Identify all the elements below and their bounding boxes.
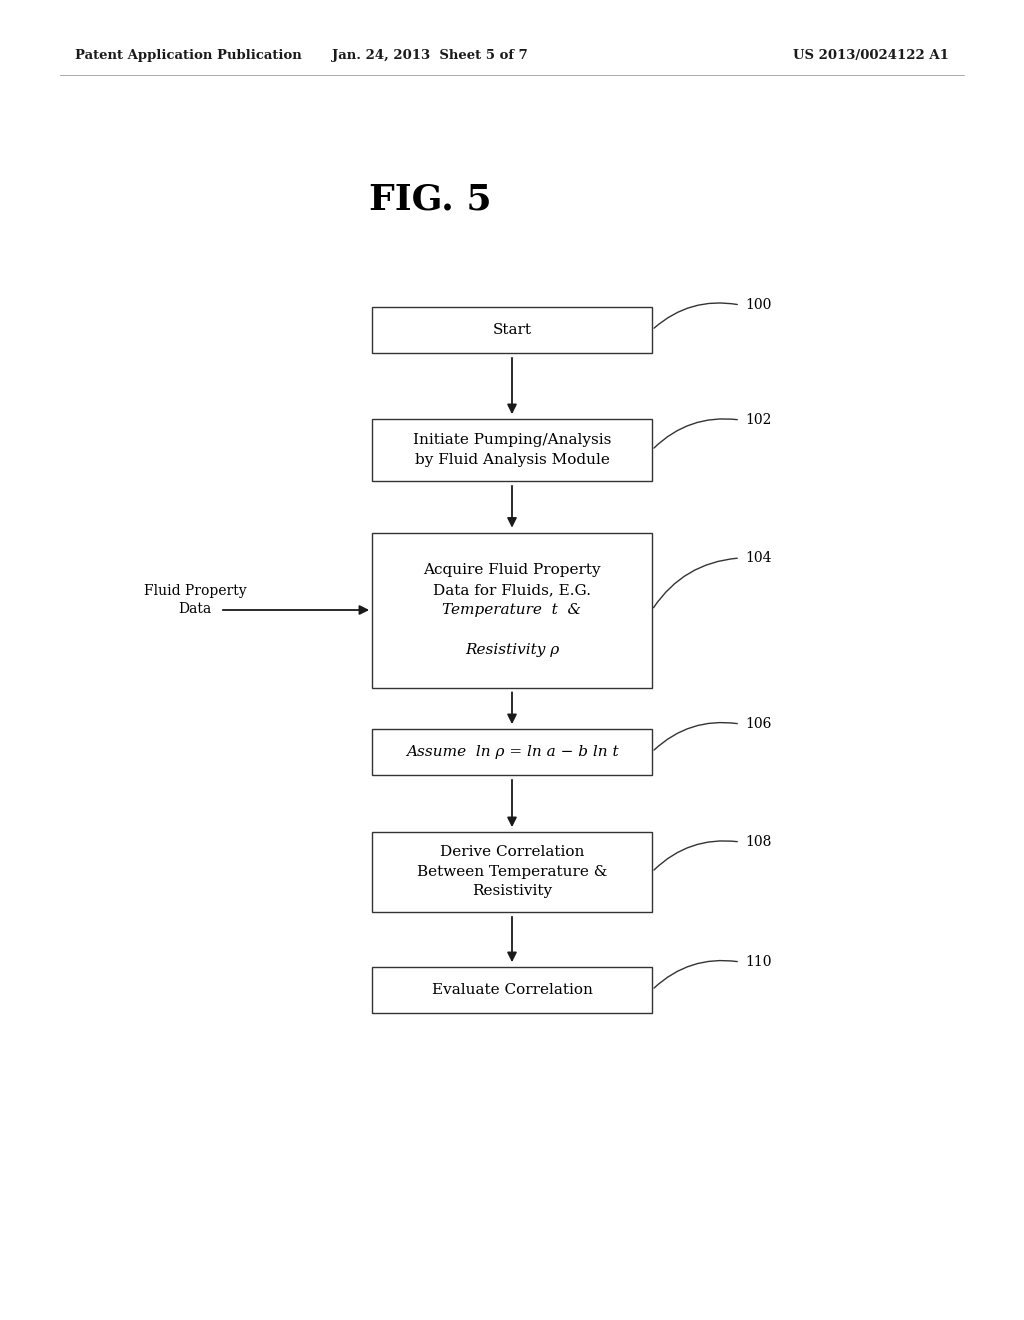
Text: 110: 110	[745, 954, 771, 969]
Bar	[372, 418, 652, 480]
Bar	[372, 729, 652, 775]
Text: Data for Fluids, E.G.: Data for Fluids, E.G.	[433, 583, 591, 597]
Text: Start: Start	[493, 323, 531, 337]
Text: US 2013/0024122 A1: US 2013/0024122 A1	[794, 49, 949, 62]
Text: Assume  ln ρ = ln a − b ln t: Assume ln ρ = ln a − b ln t	[406, 744, 618, 759]
Text: 106: 106	[745, 717, 771, 731]
Text: Initiate Pumping/Analysis
by Fluid Analysis Module: Initiate Pumping/Analysis by Fluid Analy…	[413, 433, 611, 467]
Text: Patent Application Publication: Patent Application Publication	[75, 49, 302, 62]
Text: Jan. 24, 2013  Sheet 5 of 7: Jan. 24, 2013 Sheet 5 of 7	[332, 49, 528, 62]
Text: 100: 100	[745, 298, 771, 312]
Text: 108: 108	[745, 836, 771, 849]
Text: Fluid Property: Fluid Property	[143, 583, 247, 598]
Text: Data: Data	[178, 602, 212, 616]
Text: Acquire Fluid Property: Acquire Fluid Property	[423, 564, 601, 577]
Text: Derive Correlation
Between Temperature &
Resistivity: Derive Correlation Between Temperature &…	[417, 846, 607, 899]
Text: Evaluate Correlation: Evaluate Correlation	[431, 983, 593, 997]
Text: FIG. 5: FIG. 5	[369, 183, 492, 216]
Text: Temperature  t  &: Temperature t &	[442, 603, 582, 616]
Bar	[372, 532, 652, 688]
Text: 104: 104	[745, 550, 771, 565]
Text: Resistivity ρ: Resistivity ρ	[465, 643, 559, 657]
Bar	[372, 968, 652, 1012]
Text: 102: 102	[745, 413, 771, 426]
Bar	[372, 308, 652, 352]
Bar	[372, 832, 652, 912]
